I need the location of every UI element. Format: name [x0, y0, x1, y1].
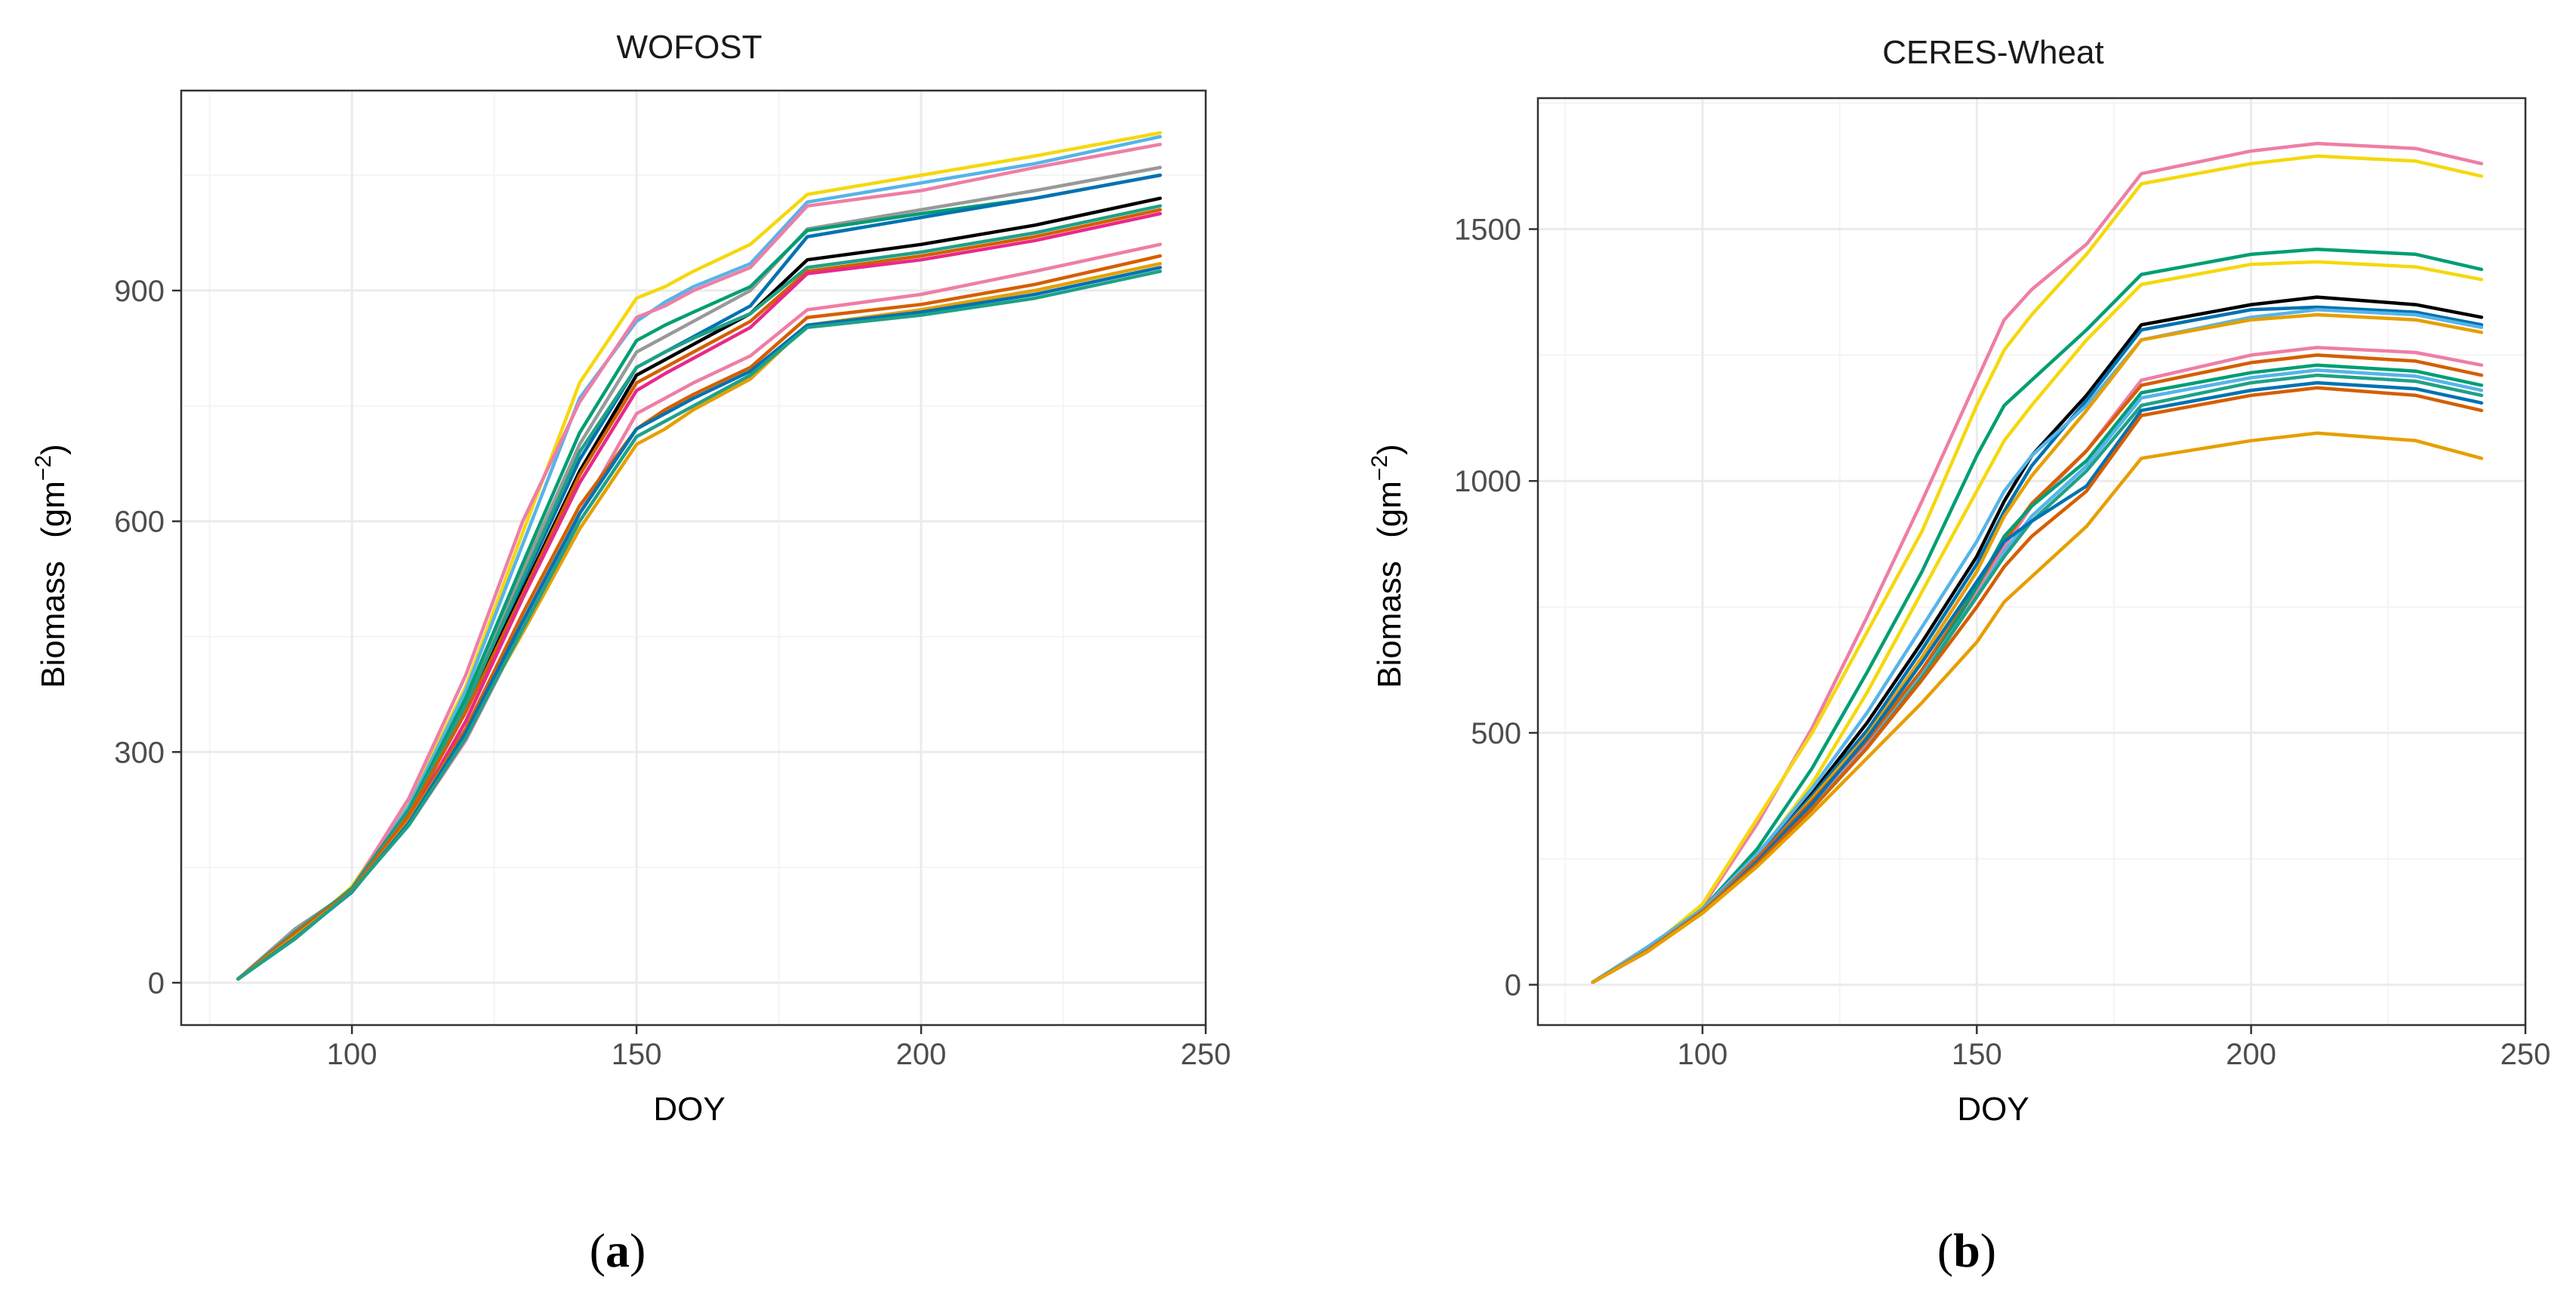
y-tick-label: 1000 — [1454, 465, 1521, 498]
y-axis-unit-exp-a: −2 — [31, 455, 56, 481]
y-axis-unit-exp-b: −2 — [1367, 455, 1392, 481]
series-line-a-14 — [236, 266, 1162, 981]
panel-label-a: (a) — [590, 1224, 646, 1277]
panel-label-b: (b) — [1937, 1224, 1996, 1277]
chart-title-b: CERES-Wheat — [1882, 34, 2103, 71]
x-tick-label: 250 — [2501, 1038, 2551, 1071]
y-axis-title-a: Biomass (gm−2) — [31, 444, 72, 688]
y-axis-label-b: Biomass — [1371, 561, 1408, 688]
series-line-a-3 — [236, 143, 1162, 981]
plot-frame-b — [1536, 97, 2527, 1027]
x-tick-label: 200 — [896, 1038, 947, 1071]
series-line-a-12 — [236, 254, 1162, 981]
series-line-b-3 — [1591, 247, 2484, 984]
series-line-b-2 — [1591, 154, 2484, 984]
y-axis-unit-a: (gm — [35, 481, 72, 538]
y-tick-label: 0 — [148, 967, 165, 1000]
y-axis-label-a: Biomass — [35, 561, 72, 688]
y-tick-label: 500 — [1471, 717, 1521, 750]
chart-panel-b: CERES-Wheat 100 150 200 250 0 500 1000 1500 DOY… — [1367, 34, 2550, 1277]
series-line-b-16 — [1591, 431, 2484, 984]
y-axis-unit-close-a: ) — [35, 444, 72, 455]
y-tick-label: 900 — [114, 275, 165, 308]
series-line-a-13 — [236, 262, 1162, 981]
x-tick-label: 250 — [1181, 1038, 1231, 1071]
plot-frame-a — [180, 89, 1207, 1027]
x-axis-title-b: DOY — [1957, 1091, 2029, 1128]
y-axis-unit-close-b: ) — [1371, 444, 1408, 455]
y-tick-label: 300 — [114, 736, 165, 769]
series-line-b-7 — [1591, 308, 2484, 984]
x-axis-title-a: DOY — [653, 1091, 725, 1128]
y-axis-title-b: Biomass (gm−2) — [1367, 444, 1408, 688]
x-tick-label: 100 — [327, 1038, 377, 1071]
y-tick-label: 1500 — [1454, 214, 1521, 247]
plot-area-a: 100 150 200 250 0 300 600 900 — [114, 89, 1231, 1071]
y-axis-unit-b: (gm — [1371, 481, 1408, 538]
y-tick-label: 0 — [1505, 969, 1521, 1002]
x-tick-label: 150 — [1952, 1038, 2002, 1071]
plot-area-b: 100 150 200 250 0 500 1000 1500 — [1454, 97, 2551, 1071]
series-line-b-4 — [1591, 260, 2484, 984]
x-tick-label: 200 — [2226, 1038, 2276, 1071]
x-tick-label: 150 — [612, 1038, 662, 1071]
chart-panel-a: WOFOST 100 150 200 250 0 300 600 900 DOY Biomas… — [31, 29, 1231, 1277]
series-line-a-15 — [236, 269, 1162, 981]
x-tick-label: 100 — [1678, 1038, 1728, 1071]
chart-title-a: WOFOST — [616, 29, 762, 66]
series-line-b-1 — [1591, 141, 2484, 984]
y-tick-label: 600 — [114, 506, 165, 539]
